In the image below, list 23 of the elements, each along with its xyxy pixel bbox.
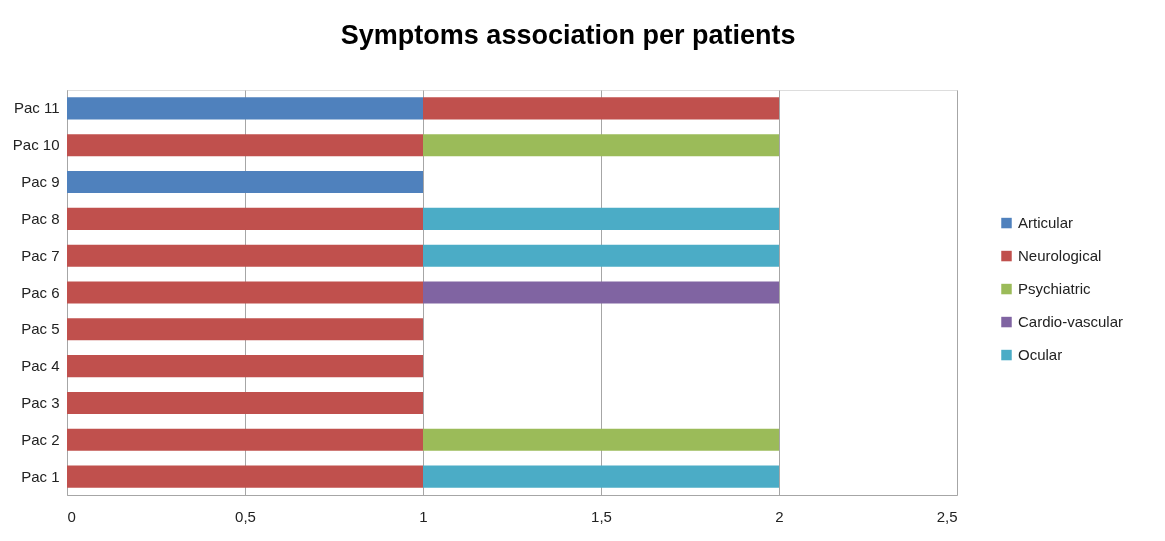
y-tick-label: Pac 1 bbox=[21, 467, 60, 485]
y-tick-label: Pac 8 bbox=[21, 209, 60, 227]
legend-label: Ocular bbox=[1018, 346, 1063, 364]
x-tick-label: 1 bbox=[419, 507, 428, 525]
legend-label: Cardio-vascular bbox=[1018, 313, 1124, 331]
chart-title: Symptoms association per patients bbox=[340, 20, 796, 50]
legend-label: Articular bbox=[1018, 214, 1074, 232]
y-tick-label: Pac 6 bbox=[21, 283, 60, 301]
y-tick-label: Pac 9 bbox=[21, 173, 60, 191]
y-tick-label: Pac 10 bbox=[12, 136, 60, 154]
y-tick-label: Pac 3 bbox=[21, 393, 60, 411]
y-tick-label: Pac 4 bbox=[21, 357, 60, 375]
y-tick-label: Pac 2 bbox=[21, 430, 60, 448]
x-tick-label: 0 bbox=[67, 507, 76, 525]
x-tick-label: 2 bbox=[775, 507, 784, 525]
y-tick-label: Pac 11 bbox=[13, 99, 60, 117]
legend-label: Psychiatric bbox=[1018, 280, 1092, 298]
x-tick-label: 0,5 bbox=[235, 507, 256, 525]
legend-label: Neurological bbox=[1018, 247, 1102, 265]
x-tick-label: 2,5 bbox=[936, 507, 958, 525]
y-tick-label: Pac 7 bbox=[21, 246, 60, 264]
y-tick-label: Pac 5 bbox=[21, 320, 60, 338]
x-tick-label: 1,5 bbox=[591, 507, 612, 525]
